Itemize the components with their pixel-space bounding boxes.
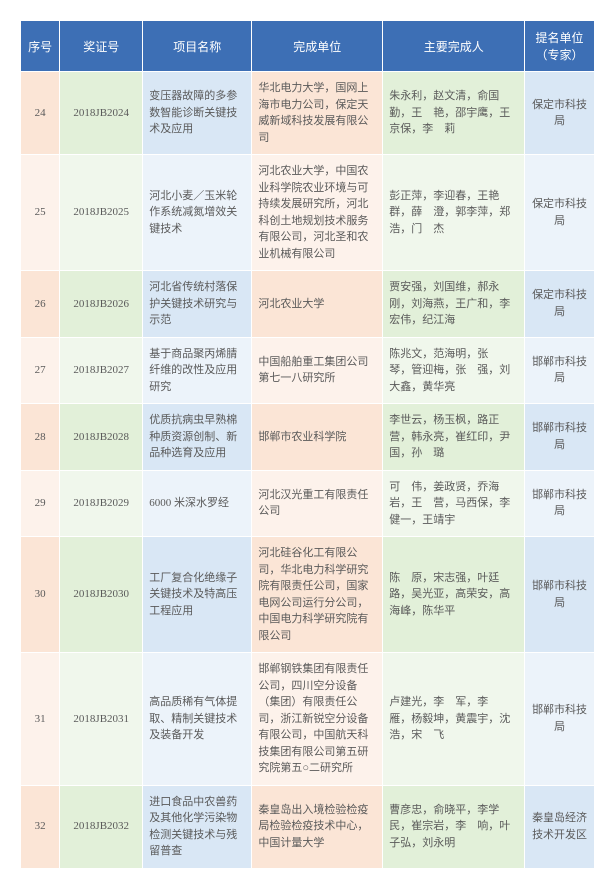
cell-nom: 保定市科技局 [525,271,595,338]
awards-table: 序号 奖证号 项目名称 完成单位 主要完成人 提名单位（专家） 242018JB… [20,20,595,869]
cell-nom: 保定市科技局 [525,72,595,155]
cell-nom: 邯郸市科技局 [525,404,595,471]
cell-name: 河北省传统村落保护关键技术研究与示范 [143,271,252,338]
cell-seq: 25 [21,155,60,271]
cell-name: 河北小麦／玉米轮作系统减氮增效关键技术 [143,155,252,271]
cell-people: 彭正萍，李迎春，王艳群，薛 澄，郭李萍，郑 浩，门 杰 [383,155,525,271]
cell-unit: 秦皇岛出入境检验检疫局检验检疫技术中心，中国计量大学 [252,785,383,868]
cell-nom: 秦皇岛经济技术开发区 [525,785,595,868]
header-people: 主要完成人 [383,21,525,72]
table-row: 262018JB2026河北省传统村落保护关键技术研究与示范河北农业大学贾安强，… [21,271,595,338]
table-row: 272018JB2027基于商品聚丙烯腈纤维的改性及应用研究中国船舶重工集团公司… [21,337,595,404]
cell-cert: 2018JB2030 [60,537,143,653]
cell-seq: 30 [21,537,60,653]
header-row: 序号 奖证号 项目名称 完成单位 主要完成人 提名单位（专家） [21,21,595,72]
cell-cert: 2018JB2027 [60,337,143,404]
cell-unit: 中国船舶重工集团公司第七一八研究所 [252,337,383,404]
cell-people: 曹彦忠，俞晓平，李学民，崔宗岩，李 响，叶子弘，刘永明 [383,785,525,868]
cell-nom: 邯郸市科技局 [525,653,595,786]
cell-unit: 邯郸钢铁集团有限责任公司，四川空分设备（集团）有限责任公司，浙江新锐空分设备有限… [252,653,383,786]
cell-seq: 24 [21,72,60,155]
cell-seq: 26 [21,271,60,338]
cell-cert: 2018JB2031 [60,653,143,786]
cell-cert: 2018JB2026 [60,271,143,338]
cell-cert: 2018JB2028 [60,404,143,471]
cell-unit: 华北电力大学，国网上海市电力公司，保定天威新域科技发展有限公司 [252,72,383,155]
table-row: 242018JB2024变压器故障的多参数智能诊断关键技术及应用华北电力大学，国… [21,72,595,155]
cell-seq: 28 [21,404,60,471]
cell-seq: 29 [21,470,60,537]
cell-people: 贾安强，刘国维，郝永刚，刘海燕，王广和，李宏伟，纪江海 [383,271,525,338]
cell-people: 卢建光，李 军，李 雁，杨毅坤，黄震宇，沈 浩，宋 飞 [383,653,525,786]
cell-unit: 河北汉光重工有限责任公司 [252,470,383,537]
header-unit: 完成单位 [252,21,383,72]
cell-name: 高品质稀有气体提取、精制关键技术及装备开发 [143,653,252,786]
cell-cert: 2018JB2032 [60,785,143,868]
header-cert: 奖证号 [60,21,143,72]
cell-unit: 河北农业大学，中国农业科学院农业环境与可持续发展研究所，河北科创土地规划技术服务… [252,155,383,271]
cell-nom: 保定市科技局 [525,155,595,271]
cell-name: 6000 米深水罗经 [143,470,252,537]
cell-people: 李世云，杨玉枫，路正营，韩永亮，崔红印，尹 国，孙 璐 [383,404,525,471]
cell-name: 进口食品中农兽药及其他化学污染物检测关键技术与残留普查 [143,785,252,868]
cell-seq: 31 [21,653,60,786]
cell-nom: 邯郸市科技局 [525,537,595,653]
cell-people: 可 伟，姜政贤，乔海岩，王 营，马西保，李健一，王靖宇 [383,470,525,537]
cell-cert: 2018JB2025 [60,155,143,271]
header-seq: 序号 [21,21,60,72]
cell-unit: 河北农业大学 [252,271,383,338]
cell-seq: 32 [21,785,60,868]
cell-name: 变压器故障的多参数智能诊断关键技术及应用 [143,72,252,155]
cell-name: 基于商品聚丙烯腈纤维的改性及应用研究 [143,337,252,404]
cell-unit: 邯郸市农业科学院 [252,404,383,471]
cell-people: 朱永利，赵文清，俞国勤，王 艳，邵宇鹰，王京保，李 莉 [383,72,525,155]
table-row: 292018JB20296000 米深水罗经河北汉光重工有限责任公司可 伟，姜政… [21,470,595,537]
table-row: 312018JB2031高品质稀有气体提取、精制关键技术及装备开发邯郸钢铁集团有… [21,653,595,786]
cell-people: 陈兆文，范海明，张 琴，管迎梅，张 强，刘大鑫，黄华亮 [383,337,525,404]
cell-nom: 邯郸市科技局 [525,337,595,404]
cell-name: 优质抗病虫早熟棉种质资源创制、新品种选育及应用 [143,404,252,471]
cell-nom: 邯郸市科技局 [525,470,595,537]
cell-cert: 2018JB2024 [60,72,143,155]
cell-cert: 2018JB2029 [60,470,143,537]
header-name: 项目名称 [143,21,252,72]
header-nom: 提名单位（专家） [525,21,595,72]
table-row: 252018JB2025河北小麦／玉米轮作系统减氮增效关键技术河北农业大学，中国… [21,155,595,271]
table-row: 282018JB2028优质抗病虫早熟棉种质资源创制、新品种选育及应用邯郸市农业… [21,404,595,471]
cell-name: 工厂复合化绝缘子关键技术及特高压工程应用 [143,537,252,653]
table-row: 322018JB2032进口食品中农兽药及其他化学污染物检测关键技术与残留普查秦… [21,785,595,868]
cell-seq: 27 [21,337,60,404]
cell-people: 陈 原，宋志强，叶廷路，吴光亚，高荣安，高海峰，陈华平 [383,537,525,653]
cell-unit: 河北硅谷化工有限公司，华北电力科学研究院有限责任公司，国家电网公司运行分公司，中… [252,537,383,653]
table-row: 302018JB2030工厂复合化绝缘子关键技术及特高压工程应用河北硅谷化工有限… [21,537,595,653]
